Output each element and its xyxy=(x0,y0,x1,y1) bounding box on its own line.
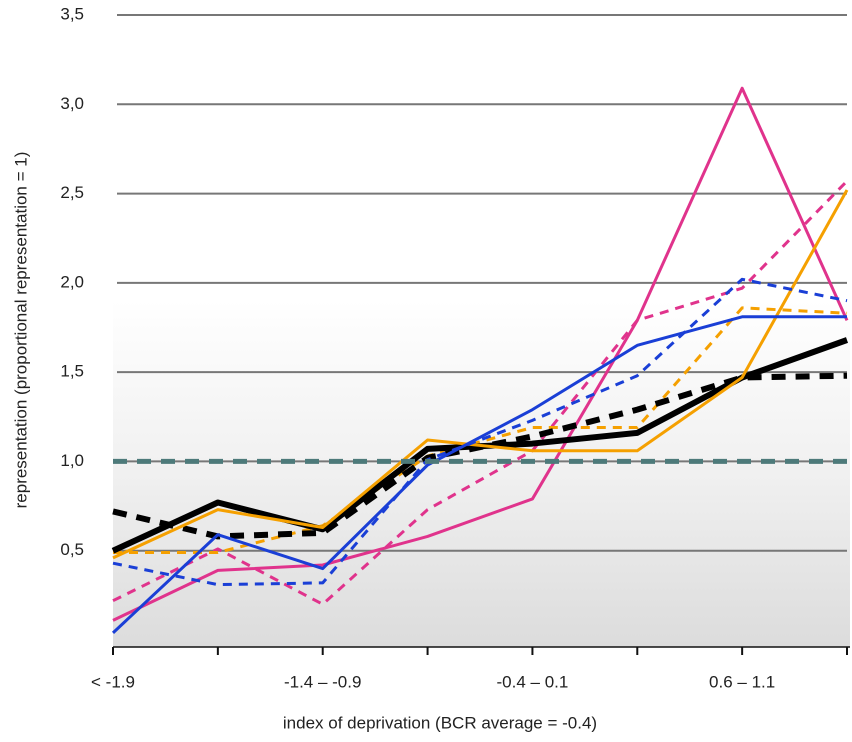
y-tick-label: 2,5 xyxy=(60,183,84,202)
plot-background xyxy=(113,300,850,647)
x-axis-label: index of deprivation (BCR average = -0.4… xyxy=(283,713,597,732)
series-line xyxy=(112,180,849,606)
series-line xyxy=(112,189,849,560)
y-tick-label: 1,0 xyxy=(60,451,84,470)
y-tick-label: 3,0 xyxy=(60,94,84,113)
x-tick-label: -1.4 – -0.9 xyxy=(284,672,362,691)
x-tick-label: -0.4 – 0.1 xyxy=(497,672,569,691)
series-line xyxy=(111,315,847,634)
x-tick-label: < -1.9 xyxy=(91,672,135,691)
y-tick-label: 1,5 xyxy=(60,362,84,381)
y-tick-label: 2,0 xyxy=(60,272,84,291)
y-axis-label: representation (proportional representat… xyxy=(11,152,30,509)
series-line xyxy=(112,86,849,622)
y-tick-label: 0,5 xyxy=(60,540,84,559)
y-tick-label: 3,5 xyxy=(60,4,84,23)
x-tick-label: 0.6 – 1.1 xyxy=(709,672,775,691)
